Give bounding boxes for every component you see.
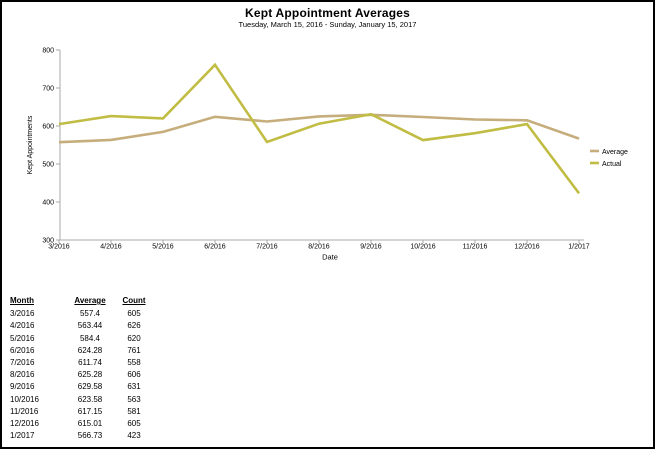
table-cell: 7/2016 [10,358,35,368]
table-row: 9/2016 629.58 631 [10,381,154,393]
table-cell: 584.4 [79,333,101,343]
column-header-month: Month [10,296,34,305]
y-tick-label: 300 [42,238,54,245]
table-cell: 6/2016 [10,345,35,355]
table-cell: 566.73 [77,431,103,441]
x-tick-label: 1/2017 [568,244,590,251]
legend-label-actual: Actual [602,161,622,168]
line-chart: 300 400 500 600 700 800 3/2016 4/2016 5/2016 6/20… [27,48,628,262]
y-tick-label: 400 [42,200,54,207]
x-tick-label: 6/2016 [204,244,226,251]
x-tick-label: 12/2016 [514,244,539,251]
y-tick-label: 800 [42,48,54,55]
x-tick-label: 5/2016 [152,244,174,251]
table-cell: 624.28 [77,345,103,355]
table-cell: 8/2016 [10,370,35,380]
table-cell: 5/2016 [10,333,35,343]
x-tick-label: 8/2016 [308,244,330,251]
x-tick-label: 4/2016 [100,244,122,251]
table-cell: 9/2016 [10,382,35,392]
table-cell: 605 [127,309,141,319]
series-actual-line [58,62,581,195]
table-header-row: Month Average Count [10,295,154,307]
chart-subtitle: Tuesday, March 15, 2016 - Sunday, Januar… [238,20,417,29]
table-cell: 615.01 [77,419,103,429]
x-tick-label: 9/2016 [360,244,382,251]
table-cell: 558 [127,358,141,368]
table-cell: 3/2016 [10,309,35,319]
table-row: 1/2017 566.73 423 [10,430,154,442]
data-table: Month Average Count 3/2016 557.4 605 4/2016… [10,295,154,442]
table-cell: 623.58 [77,394,103,404]
x-tick-label: 11/2016 [463,244,488,251]
table-cell: 563.44 [77,321,103,331]
table-row: 4/2016 563.44 626 [10,320,154,332]
x-tick-label: 3/2016 [48,244,70,251]
table-cell: 626 [127,321,141,331]
table-row: 7/2016 611.74 558 [10,357,154,369]
table-cell: 12/2016 [10,419,39,429]
table-cell: 605 [127,419,141,429]
legend-label-average: Average [602,149,628,156]
table-cell: 1/2017 [10,431,35,441]
column-header-average: Average [74,296,106,305]
table-row: 11/2016 617.15 581 [10,406,154,418]
chart-title: Kept Appointment Averages [244,6,411,20]
table-cell: 563 [127,394,141,404]
table-cell: 617.15 [77,406,103,416]
y-tick-label: 500 [42,162,54,169]
y-axis-title: Kept Appointments [27,115,34,174]
table-cell: 11/2016 [10,406,39,416]
table-cell: 557.4 [79,309,101,319]
table-cell: 761 [127,345,141,355]
table-cell: 631 [127,382,141,392]
x-tick-label: 7/2016 [256,244,278,251]
table-cell: 4/2016 [10,321,35,331]
x-tick-label: 10/2016 [410,244,435,251]
table-cell: 606 [127,370,141,380]
table-row: 10/2016 623.58 563 [10,394,154,406]
table-cell: 611.74 [78,358,102,368]
y-tick-label: 700 [42,86,54,93]
table-row: 12/2016 615.01 605 [10,418,154,430]
y-tick-label: 600 [42,124,54,131]
series-average-line [58,113,580,144]
table-cell: 629.58 [77,382,103,392]
x-axis-title: Date [322,253,338,262]
table-cell: 581 [127,406,141,416]
table-row: 3/2016 557.4 605 [10,308,154,320]
table-body: 3/2016 557.4 605 4/2016 563.44 626 5/2016 584.4… [10,308,154,442]
table-row: 8/2016 625.28 606 [10,369,154,381]
table-cell: 625.28 [77,370,103,380]
table-cell: 423 [127,431,141,441]
column-header-count: Count [122,296,146,305]
table-cell: 620 [127,333,141,343]
table-cell: 10/2016 [10,394,39,404]
table-row: 5/2016 584.4 620 [10,333,154,345]
table-row: 6/2016 624.28 761 [10,345,154,357]
